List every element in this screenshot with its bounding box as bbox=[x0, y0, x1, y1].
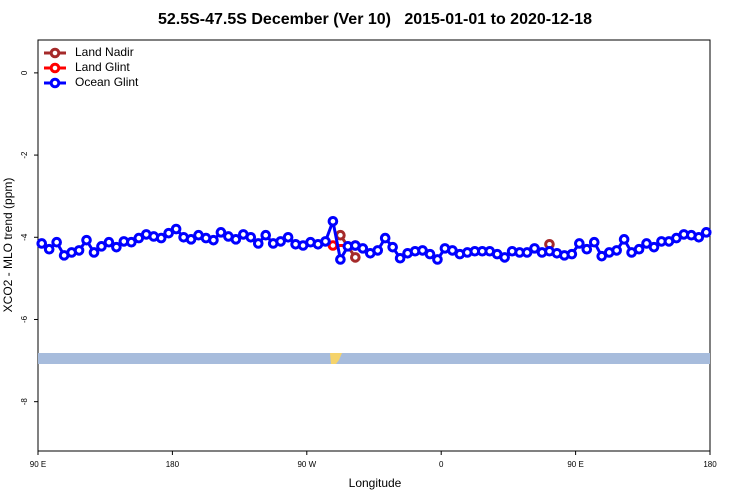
data-point bbox=[566, 248, 578, 260]
y-tick-label: -4 bbox=[20, 233, 29, 241]
x-tick-label: 90 E bbox=[567, 460, 583, 469]
data-point bbox=[648, 241, 660, 253]
x-tick-label: 180 bbox=[703, 460, 717, 469]
data-point bbox=[588, 236, 600, 248]
data-point bbox=[51, 236, 62, 248]
data-point bbox=[335, 254, 346, 265]
data-point bbox=[43, 243, 55, 255]
y-tick-label: -6 bbox=[20, 315, 29, 323]
data-point bbox=[73, 245, 85, 256]
legend-marker bbox=[49, 47, 61, 59]
data-point bbox=[96, 241, 107, 252]
data-point bbox=[574, 238, 585, 249]
data-point bbox=[499, 252, 510, 263]
data-point bbox=[185, 234, 197, 245]
data-point bbox=[81, 234, 92, 246]
surface-strip bbox=[38, 353, 710, 364]
data-point bbox=[379, 232, 391, 244]
data-point bbox=[521, 247, 533, 258]
data-point bbox=[693, 231, 705, 243]
data-point bbox=[581, 243, 593, 255]
data-point bbox=[335, 229, 346, 241]
y-tick-label: -8 bbox=[20, 398, 29, 406]
data-point bbox=[327, 215, 339, 227]
data-point bbox=[36, 238, 48, 249]
data-point bbox=[111, 241, 122, 253]
data-point bbox=[320, 236, 331, 247]
data-point bbox=[275, 236, 286, 247]
data-point bbox=[245, 231, 257, 243]
plot-frame bbox=[37, 39, 711, 452]
legend-marker bbox=[49, 77, 61, 89]
legend-label: Land Glint bbox=[75, 60, 130, 74]
legend-marker bbox=[49, 62, 61, 74]
data-point bbox=[88, 247, 100, 258]
data-point bbox=[633, 243, 645, 255]
x-axis-label: Longitude bbox=[349, 476, 402, 490]
data-point bbox=[394, 252, 406, 264]
x-tick-label: 90 E bbox=[30, 460, 46, 469]
data-point bbox=[357, 243, 369, 254]
data-point bbox=[170, 223, 182, 235]
data-point bbox=[252, 238, 264, 249]
chart-title: 52.5S-47.5S December (Ver 10) 2015-01-01… bbox=[158, 11, 592, 28]
data-point bbox=[208, 234, 219, 246]
data-point bbox=[260, 229, 272, 241]
data-point bbox=[529, 243, 540, 254]
land-patch bbox=[330, 353, 342, 364]
data-point bbox=[163, 227, 174, 239]
y-axis-label: XCO2 - MLO trend (ppm) bbox=[1, 178, 15, 313]
data-point bbox=[126, 236, 137, 248]
data-point bbox=[387, 241, 398, 253]
data-point bbox=[282, 231, 294, 243]
data-point bbox=[155, 232, 167, 244]
data-point bbox=[372, 245, 384, 256]
data-point bbox=[611, 245, 622, 256]
data-point bbox=[215, 227, 227, 238]
data-point bbox=[700, 227, 712, 238]
data-point bbox=[230, 234, 242, 245]
x-tick-label: 180 bbox=[166, 460, 180, 469]
data-point bbox=[424, 248, 436, 260]
y-tick-label: -2 bbox=[20, 151, 29, 159]
y-tick-label: 0 bbox=[20, 70, 29, 75]
legend-label: Land Nadir bbox=[75, 45, 134, 59]
x-tick-label: 90 W bbox=[297, 460, 316, 469]
data-point bbox=[350, 252, 361, 263]
data-point bbox=[618, 234, 630, 245]
data-point bbox=[432, 254, 443, 265]
data-point bbox=[103, 236, 115, 248]
x-tick-label: 0 bbox=[439, 460, 444, 469]
legend-label: Ocean Glint bbox=[75, 75, 139, 89]
